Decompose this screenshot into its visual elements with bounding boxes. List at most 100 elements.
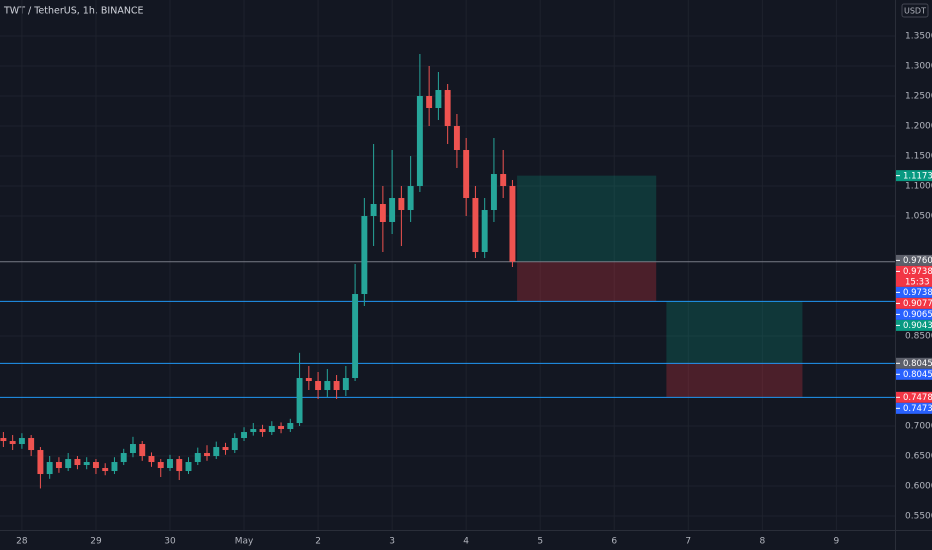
countdown: 15:33 <box>905 277 930 287</box>
candle-body <box>426 96 433 109</box>
target-zone <box>517 175 657 262</box>
price-label-box <box>896 297 932 309</box>
candle-body <box>379 204 386 223</box>
price-label-box <box>896 319 932 331</box>
currency-box[interactable] <box>901 3 929 18</box>
price-label: 0.7478 <box>903 393 932 403</box>
candle-body <box>213 447 220 457</box>
x-tick-label: 2 <box>315 537 321 547</box>
stop-zone <box>517 261 657 302</box>
x-tick-label: May <box>235 537 254 547</box>
candle-body <box>65 459 72 469</box>
price-label-box <box>896 170 932 182</box>
price-label-box <box>896 265 932 287</box>
price-label-box <box>896 357 932 369</box>
candle-body <box>231 438 238 451</box>
candle-body <box>0 438 7 442</box>
x-tick-label: 4 <box>463 537 469 547</box>
candle-body <box>435 90 442 109</box>
candle-body <box>361 216 368 295</box>
price-label-box <box>896 286 932 298</box>
x-tick-label: 6 <box>611 537 617 547</box>
price-label: 0.9077 <box>903 299 932 309</box>
y-tick-label: 1.1500 <box>905 152 932 162</box>
candle-body <box>120 453 127 463</box>
candle-body <box>46 462 53 475</box>
candle-body <box>194 453 201 463</box>
candle-body <box>342 378 349 391</box>
currency: USDT <box>904 7 926 16</box>
candle-body <box>18 438 25 445</box>
x-tick-label: 3 <box>389 537 395 547</box>
price-label: 0.9065 <box>903 310 932 320</box>
x-tick-label: 30 <box>164 537 176 547</box>
candle-body <box>305 378 312 382</box>
x-tick-label: 7 <box>685 537 691 547</box>
stop-zone <box>666 363 803 398</box>
candle-body <box>167 459 173 469</box>
price-label: 0.7473 <box>903 404 932 414</box>
price-label-box <box>896 368 932 380</box>
candle-body <box>500 174 507 187</box>
candle-body <box>74 459 81 466</box>
candle-body <box>490 174 497 211</box>
candle-body <box>250 429 257 433</box>
price-label-box <box>896 254 932 266</box>
candle-body <box>139 444 146 457</box>
candle-body <box>157 462 164 469</box>
x-tick-label: 29 <box>90 537 102 547</box>
candle-body <box>37 450 44 475</box>
target-zone <box>666 301 803 364</box>
x-tick-label: 5 <box>537 537 543 547</box>
y-tick-label: 1.2000 <box>905 122 932 132</box>
candle-body <box>92 462 99 469</box>
candle-body <box>444 90 451 127</box>
candle-body <box>259 429 266 433</box>
y-tick-label: 1.3500 <box>905 32 932 42</box>
candle-body <box>398 198 405 211</box>
y-tick-label: 1.1000 <box>905 182 932 192</box>
candle-body <box>509 186 516 262</box>
candle-body <box>268 426 275 433</box>
price-label-box <box>896 308 932 320</box>
price-label: 0.9043 <box>903 321 932 331</box>
candle-body <box>481 210 488 253</box>
candle-body <box>324 381 331 391</box>
candle-body <box>111 462 118 472</box>
x-tick-label: 8 <box>759 537 765 547</box>
candle-body <box>241 432 247 439</box>
x-tick-label: 9 <box>834 537 840 547</box>
x-tick-label: 28 <box>16 537 28 547</box>
candle-body <box>352 294 359 379</box>
candle-body <box>287 423 294 430</box>
price-label: 0.8045 <box>903 370 932 380</box>
price-label: 1.1173 <box>903 171 932 181</box>
candle-body <box>176 459 183 472</box>
candle-body <box>204 453 210 457</box>
candle-body <box>222 447 229 451</box>
candle-body <box>130 444 136 454</box>
candle-body <box>296 378 303 424</box>
y-tick-label: 1.2500 <box>905 92 932 102</box>
candle-body <box>185 462 192 472</box>
price-label: 0.8045 <box>903 359 932 369</box>
candle-body <box>333 381 340 391</box>
candle-body <box>55 462 62 469</box>
price-label-box <box>896 402 932 414</box>
candle-body <box>278 426 285 430</box>
candle-body <box>9 441 16 445</box>
candle-body <box>83 462 90 466</box>
candle-body <box>416 96 423 187</box>
y-tick-label: 0.5500 <box>905 512 932 522</box>
candle-body <box>148 456 155 463</box>
candle-body <box>28 438 35 451</box>
price-label: 0.9760 <box>903 256 932 266</box>
candle-body <box>463 150 470 199</box>
